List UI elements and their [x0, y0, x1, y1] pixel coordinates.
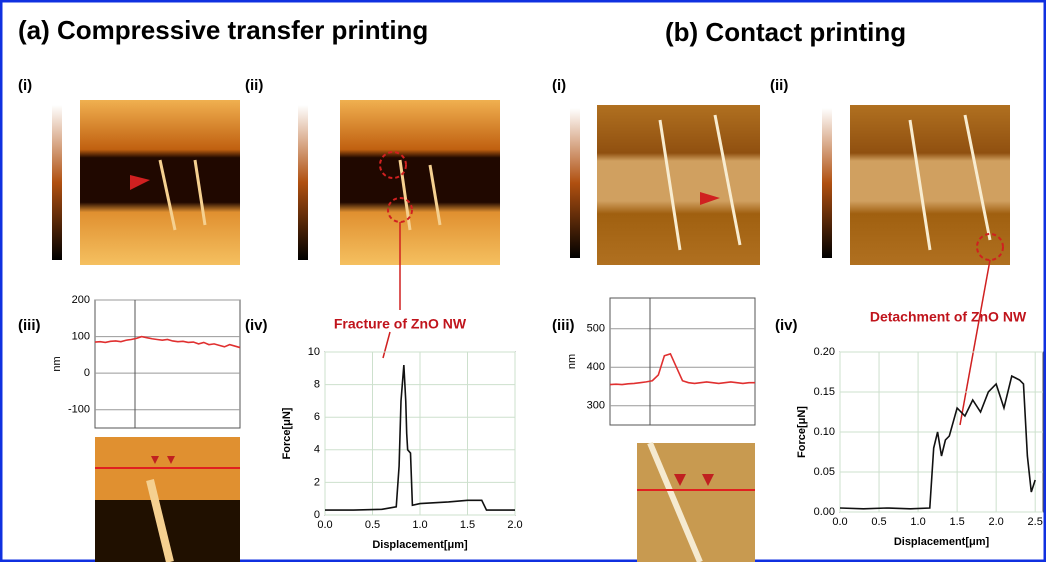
y-axis-label: Force[μN]: [281, 407, 293, 459]
y-tick-label: 0.20: [814, 346, 835, 358]
data-line: [94, 335, 241, 349]
y-tick-label: 10: [308, 346, 320, 358]
x-tick-label: 2.0: [989, 516, 1004, 528]
sub-label: (iii): [18, 317, 41, 334]
sub-label: (i): [18, 77, 32, 94]
y-tick-label: 0.00: [814, 506, 835, 518]
x-tick-label: 1.0: [412, 519, 427, 531]
sub-label: (iv): [775, 317, 798, 334]
x-tick-label: 0.5: [365, 519, 380, 531]
y-axis-label: nm: [566, 354, 578, 369]
y-axis-label: nm: [51, 356, 63, 371]
x-axis-label: Displacement[μm]: [894, 536, 990, 548]
sub-label: (i): [552, 77, 566, 94]
x-tick-label: 1.0: [910, 516, 925, 528]
x-tick-label: 1.5: [460, 519, 475, 531]
y-tick-label: 0.15: [814, 386, 835, 398]
x-tick-label: 0.5: [871, 516, 886, 528]
x-tick-label: 2.5: [1028, 516, 1043, 528]
data-line: [325, 364, 515, 511]
x-tick-label: 2.0: [507, 519, 522, 531]
x-tick-label: 1.5: [949, 516, 964, 528]
data-line: [839, 374, 1036, 510]
y-tick-label: 400: [587, 361, 605, 373]
sub-label: (iii): [552, 317, 575, 334]
y-tick-label: 200: [72, 294, 90, 306]
data-line: [609, 352, 755, 386]
y-tick-label: 6: [314, 411, 320, 423]
annotation: Detachment of ZnO NW: [870, 309, 1027, 325]
y-tick-label: 0.10: [814, 426, 835, 438]
panel-title: (a) Compressive transfer printing: [18, 15, 428, 45]
x-tick-label: 0.0: [832, 516, 847, 528]
y-tick-label: 8: [314, 379, 320, 391]
annotation: Fracture of ZnO NW: [334, 316, 467, 332]
plot-area: [609, 297, 756, 426]
y-tick-label: 4: [314, 444, 320, 456]
y-tick-label: 300: [587, 400, 605, 412]
y-tick-label: 0: [314, 509, 320, 521]
y-tick-label: 100: [72, 330, 90, 342]
plot-area: [94, 299, 241, 429]
y-tick-label: -100: [68, 404, 90, 416]
sub-label: (iv): [245, 317, 268, 334]
sub-label: (ii): [245, 77, 263, 94]
sub-label: (ii): [770, 77, 788, 94]
afm-images: [52, 100, 1010, 564]
x-axis-label: Displacement[μm]: [372, 539, 468, 551]
y-tick-label: 2: [314, 476, 320, 488]
y-tick-label: 0: [84, 367, 90, 379]
x-tick-label: 0.0: [317, 519, 332, 531]
y-axis-label: Force[μN]: [796, 406, 808, 458]
panel-title: (b) Contact printing: [665, 17, 906, 47]
y-tick-label: 500: [587, 323, 605, 335]
y-tick-label: 0.05: [814, 466, 835, 478]
